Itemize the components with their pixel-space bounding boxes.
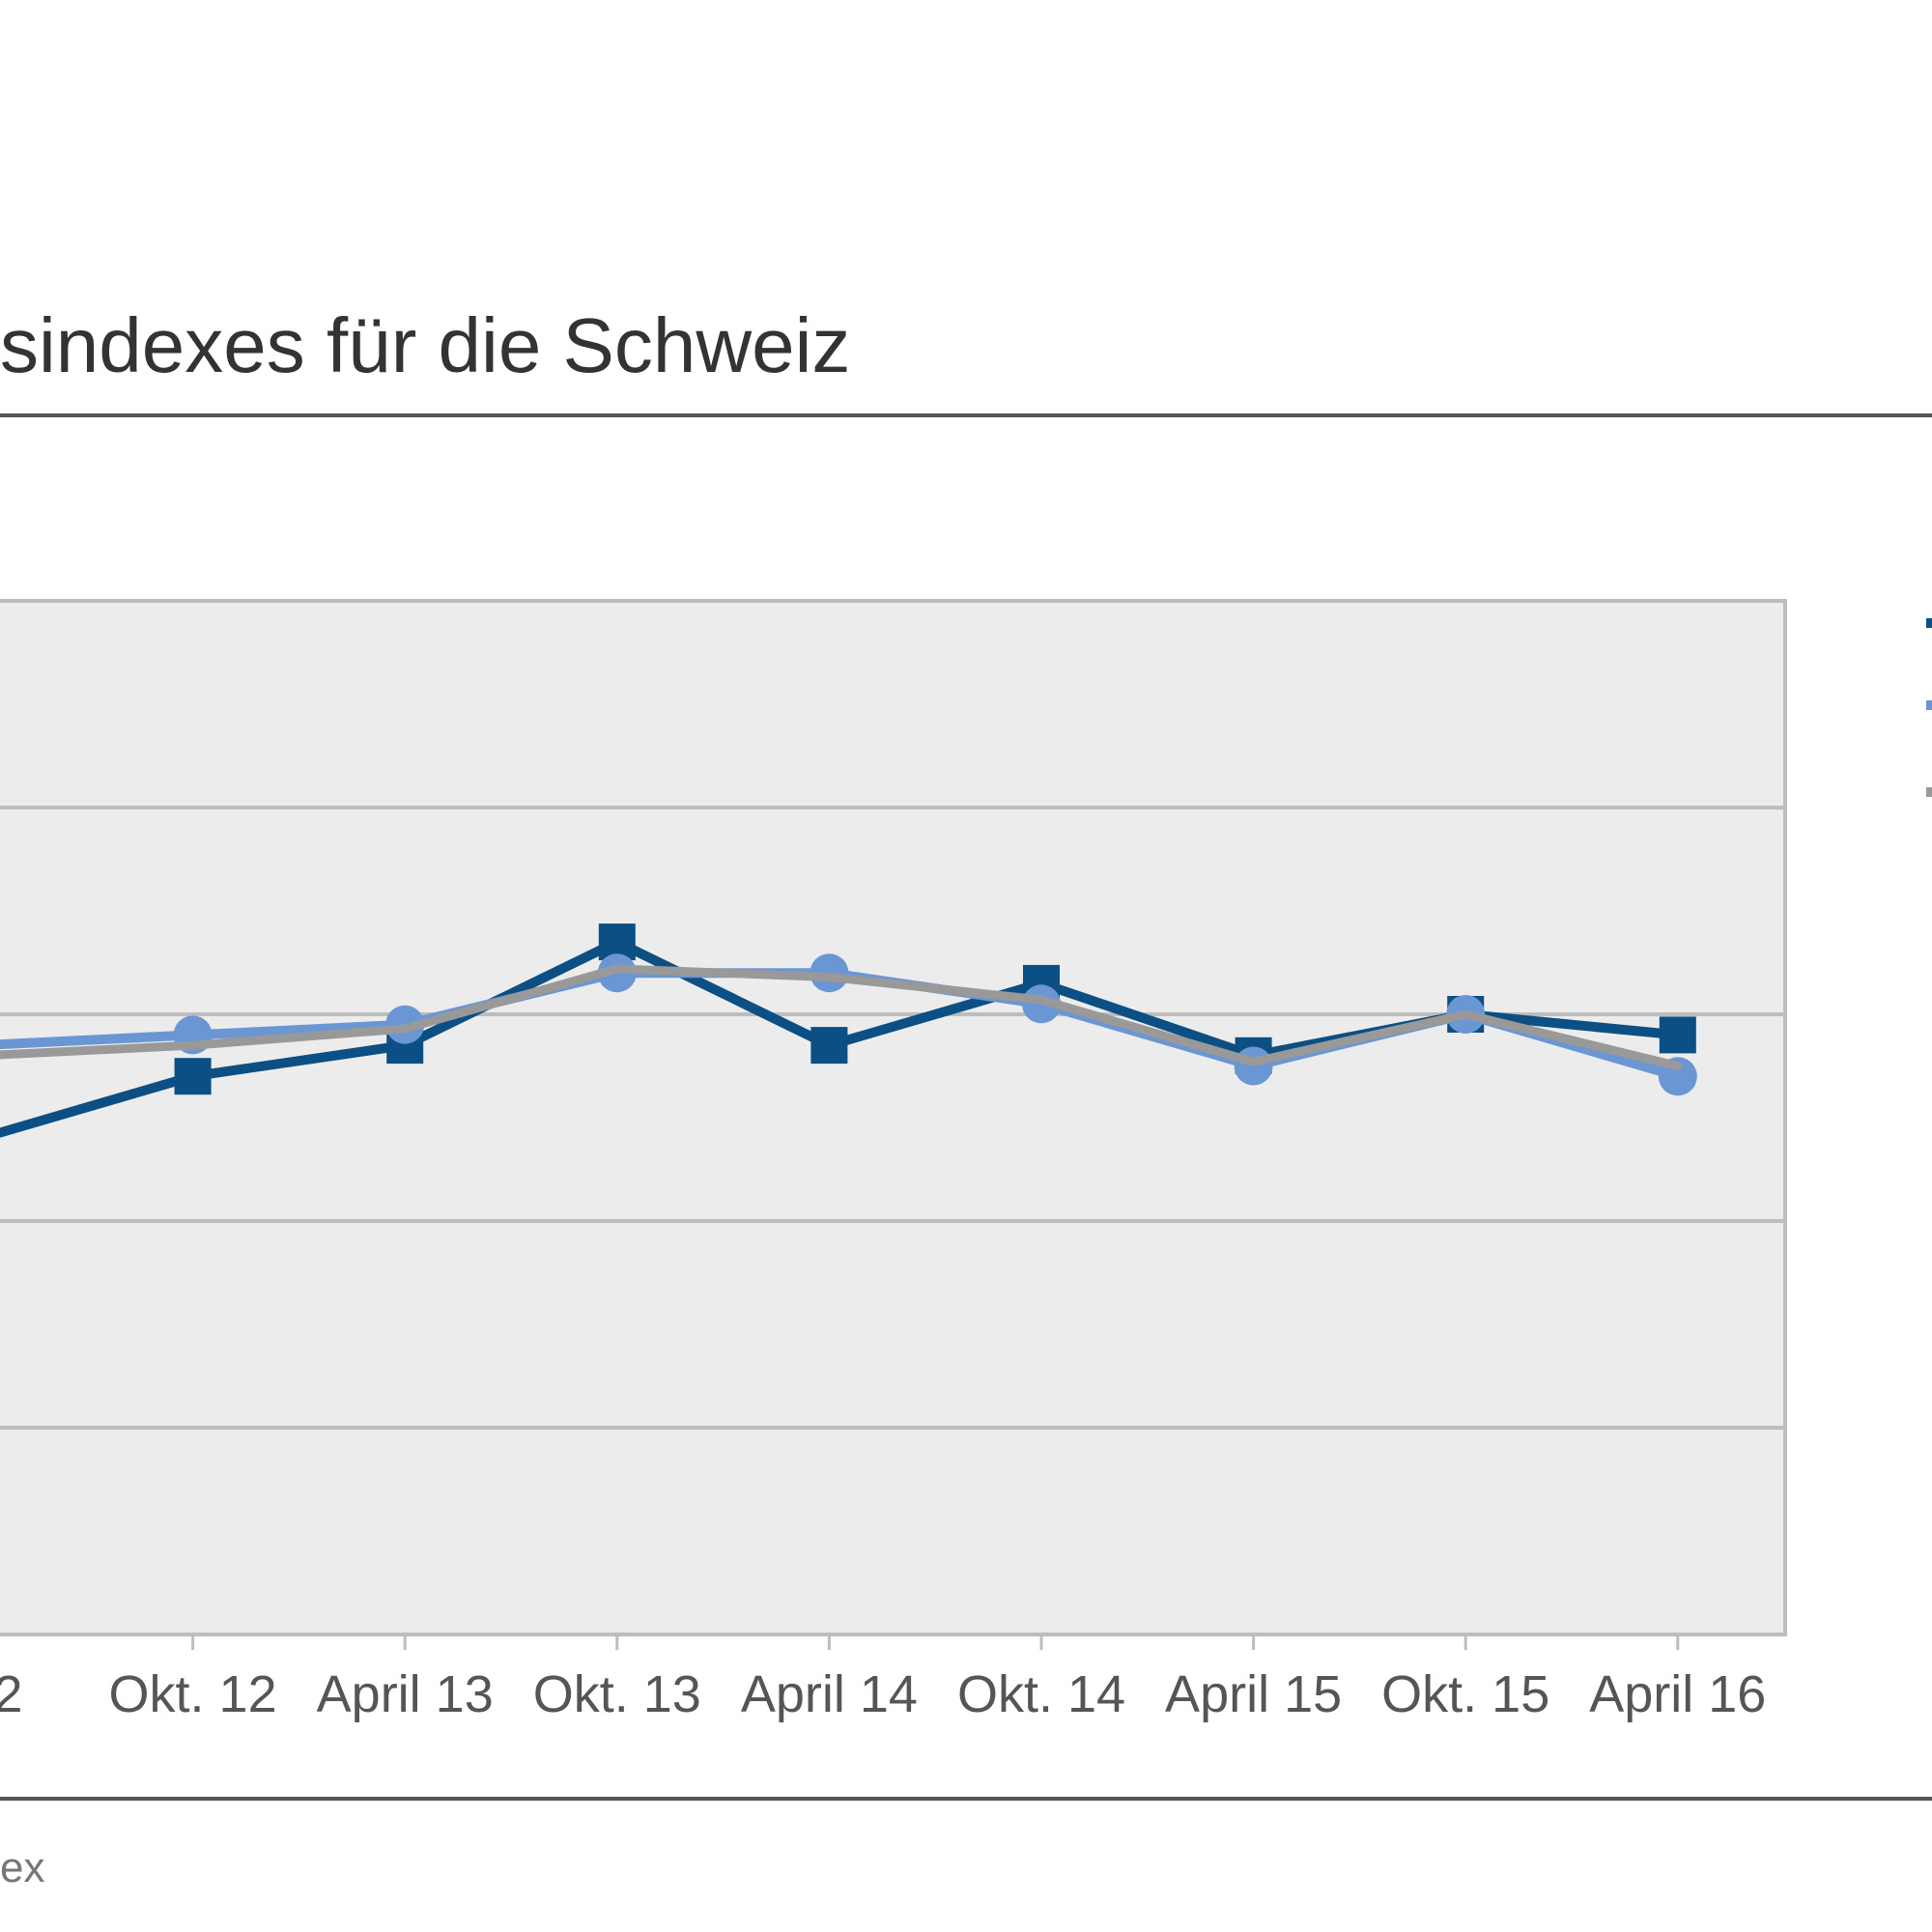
x-tick-label: April 13 <box>317 1665 494 1723</box>
title-divider <box>0 413 1932 417</box>
legend-marker <box>1926 787 1932 797</box>
x-tick-label: April 15 <box>1165 1665 1342 1723</box>
x-tick-label: April 16 <box>1589 1665 1766 1723</box>
x-tick-label: April 14 <box>741 1665 918 1723</box>
data-point-square <box>174 1058 212 1095</box>
data-point-square <box>1659 1016 1696 1054</box>
plot-area <box>0 599 1787 1636</box>
series-gray <box>0 964 1683 1070</box>
chart-title: sindexes für die Schweiz <box>0 302 851 388</box>
legend-marker <box>1926 700 1932 710</box>
x-tick-label: Okt. 14 <box>957 1665 1125 1723</box>
legend <box>1926 618 1932 797</box>
x-axis-ticks <box>191 1634 1680 1650</box>
series-line <box>0 964 1683 1070</box>
x-tick-label: Okt. 15 <box>1381 1665 1549 1723</box>
x-axis-labels: l 12 Okt. 12 April 13 Okt. 13 April 14 Okt. 1… <box>0 1665 1766 1723</box>
x-tick-label: l 12 <box>0 1665 23 1723</box>
footer-divider <box>0 1797 1932 1801</box>
series-lines <box>0 923 1697 1138</box>
x-tick-label: Okt. 12 <box>109 1665 277 1723</box>
x-tick-label: Okt. 13 <box>533 1665 701 1723</box>
legend-marker <box>1926 618 1932 628</box>
source-note: ex <box>0 1844 45 1891</box>
data-point-square <box>810 1027 848 1065</box>
